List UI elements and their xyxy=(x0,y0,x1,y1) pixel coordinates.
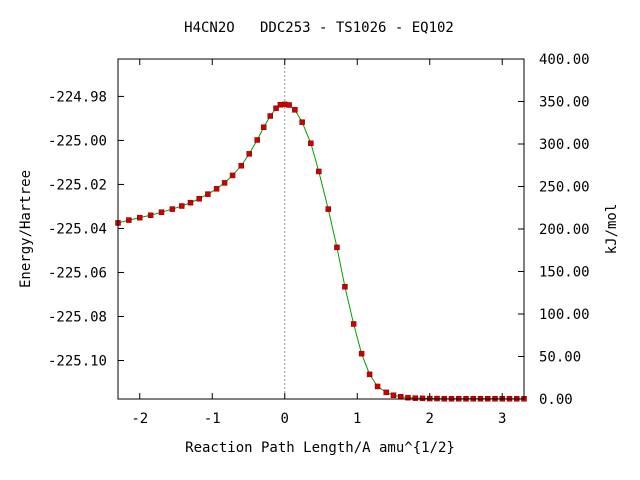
data-point xyxy=(383,389,389,396)
data-point xyxy=(325,206,331,212)
data-point xyxy=(286,102,292,108)
y2-tick-label: 200.00 xyxy=(539,222,590,238)
data-point xyxy=(412,395,418,401)
y2-tick-label: 50.00 xyxy=(539,350,581,366)
y-tick-label: -225.00 xyxy=(48,133,107,149)
y-tick-label: -225.04 xyxy=(48,221,107,237)
data-point xyxy=(308,140,314,147)
data-point xyxy=(213,186,220,192)
y-axis-label: Energy/Hartree xyxy=(18,170,34,288)
chart-title: H4CN2O DDC253 - TS1026 - EQ102 xyxy=(184,20,454,36)
data-point xyxy=(137,214,143,221)
data-point xyxy=(273,105,279,112)
data-point xyxy=(405,394,411,401)
data-point xyxy=(221,180,228,186)
data-point xyxy=(358,350,365,357)
y-tick-label: -225.10 xyxy=(48,353,107,369)
data-point xyxy=(299,119,305,125)
data-point xyxy=(238,162,244,169)
data-point xyxy=(374,383,381,390)
data-point xyxy=(205,191,211,197)
y-tick-label: -225.02 xyxy=(48,177,107,193)
data-point xyxy=(229,172,236,179)
data-point xyxy=(419,395,426,402)
data-point xyxy=(158,209,165,215)
data-point xyxy=(390,392,397,399)
data-point xyxy=(196,195,202,202)
data-point xyxy=(267,113,273,119)
x-tick-label: 0 xyxy=(281,411,289,427)
y2-tick-label: 300.00 xyxy=(539,137,590,153)
y2-tick-label: 150.00 xyxy=(539,265,590,281)
data-point xyxy=(187,199,194,206)
series-line xyxy=(117,103,524,400)
data-point xyxy=(147,212,154,218)
y-tick-label: -224.98 xyxy=(48,89,107,105)
data-point xyxy=(260,124,267,130)
data-point xyxy=(350,321,357,327)
tick-layer: -2 -1 0 1 2 3 -224.98 -225.00 -225.02 -225.04 -225… xyxy=(48,52,590,427)
data-point xyxy=(246,151,252,157)
data-points-layer xyxy=(115,101,527,402)
data-point xyxy=(334,244,340,251)
x-tick-label: 1 xyxy=(353,411,361,427)
data-point xyxy=(342,284,348,290)
data-point xyxy=(169,206,176,212)
y2-axis-label: kJ/mol xyxy=(604,204,620,255)
y2-tick-label: 100.00 xyxy=(539,307,590,323)
y2-tick-label: 350.00 xyxy=(539,95,590,111)
x-tick-label: -1 xyxy=(204,411,221,427)
y-tick-label: -225.06 xyxy=(48,265,107,281)
series-line-layer xyxy=(117,103,524,400)
data-point xyxy=(254,137,260,143)
data-point xyxy=(126,217,132,223)
y-tick-label: -225.08 xyxy=(48,309,107,325)
data-point xyxy=(316,168,322,175)
x-tick-label: 3 xyxy=(498,411,506,427)
x-tick-label: 2 xyxy=(426,411,434,427)
data-point xyxy=(179,203,185,209)
y2-tick-label: 250.00 xyxy=(539,180,590,196)
y2-tick-label: 400.00 xyxy=(539,52,590,68)
y2-tick-label: 0.00 xyxy=(539,392,573,408)
plot-frame xyxy=(117,58,525,400)
x-tick-label: -2 xyxy=(131,411,148,427)
data-point xyxy=(292,107,298,113)
x-axis-label: Reaction Path Length/A amu^{1/2} xyxy=(185,440,455,456)
data-point xyxy=(366,371,373,378)
